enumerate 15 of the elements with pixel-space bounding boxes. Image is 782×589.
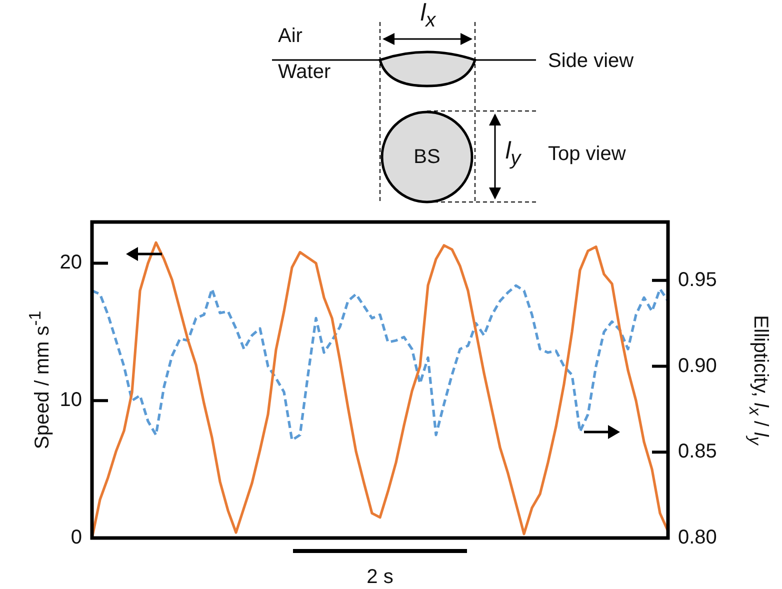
text: 2 s	[366, 566, 394, 588]
text: Air	[278, 25, 302, 47]
text: l$_{y}$	[505, 138, 521, 170]
y-tick-label: 0	[70, 526, 82, 549]
y-tick-label: 10	[60, 389, 82, 412]
y2-tick-label: 0.90	[678, 354, 717, 377]
y2-tick-label: 0.95	[678, 268, 717, 291]
text: Top view	[548, 143, 626, 165]
text: Water	[278, 61, 331, 83]
y2-tick-label: 0.85	[678, 440, 717, 463]
text: Side view	[548, 50, 634, 72]
y-tick-label: 20	[60, 252, 82, 274]
y2-tick-label: 0.80	[678, 526, 717, 549]
text: l$_{x}$	[420, 0, 436, 32]
text: BS	[414, 146, 440, 168]
